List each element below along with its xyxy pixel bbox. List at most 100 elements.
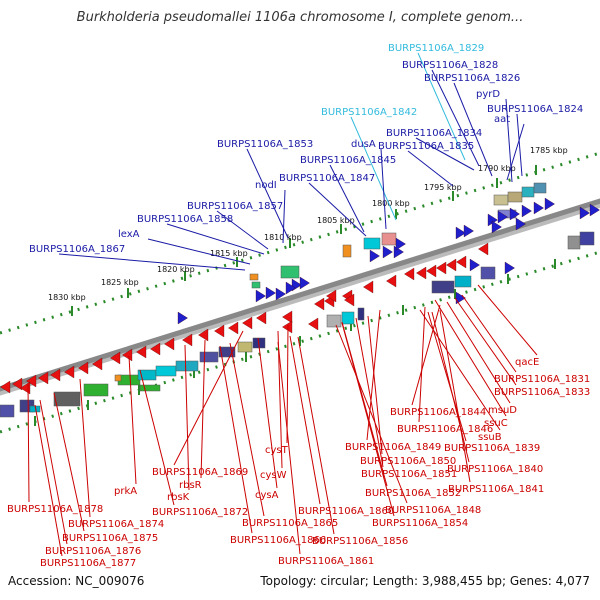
bottom-label-leader (286, 324, 289, 444)
reverse-gene-arrow (256, 311, 267, 325)
bottom-label-leader (446, 301, 511, 404)
bottom-label-leader (335, 324, 408, 504)
bottom-label-leader (477, 284, 538, 356)
forward-gene-arrow (497, 210, 508, 224)
top-label-leader (380, 148, 387, 230)
bottom-label-leader (257, 337, 278, 489)
reverse-gene-arrow (308, 317, 319, 331)
gene-feature-block (480, 266, 496, 280)
top-label-leader (166, 223, 265, 255)
bottom-label-leader (297, 336, 335, 535)
bottom-gene-label: cysW (260, 470, 287, 481)
top-gene-label: BURPS1106A_1845 (300, 155, 396, 166)
gene-feature-block (237, 341, 253, 353)
gene-feature-block (533, 182, 547, 194)
top-gene-label: BURPS1106A_1828 (402, 60, 498, 71)
bottom-label-leader (439, 309, 471, 483)
bottom-gene-label: BURPS1106A_1865 (242, 518, 338, 529)
scale-label: 1795 kbp (424, 183, 462, 192)
top-label-leader (516, 113, 523, 177)
bottom-gene-label: BURPS1106A_1861 (278, 556, 374, 567)
scale-label: 1785 kbp (530, 146, 568, 155)
bottom-gene-label: BURPS1106A_1854 (372, 518, 468, 529)
reverse-gene-arrow (426, 264, 437, 278)
gene-feature-block (431, 280, 455, 294)
reverse-gene-arrow (228, 321, 239, 335)
forward-gene-arrow (589, 203, 600, 217)
bottom-gene-label: BURPS1106A_1840 (447, 464, 543, 475)
scale-label: 1830 kbp (48, 293, 86, 302)
reverse-gene-arrow (282, 320, 293, 334)
bottom-gene-label: prkA (114, 486, 137, 497)
bottom-label-leader (355, 317, 384, 468)
bottom-label-leader (418, 306, 426, 423)
reverse-gene-arrow (64, 365, 75, 379)
gene-feature-block (579, 231, 595, 246)
reverse-gene-arrow (182, 333, 193, 347)
bottom-gene-label: BURPS1106A_1839 (444, 443, 540, 454)
gene-feature-block (326, 314, 342, 328)
gene-feature-block (363, 237, 381, 250)
top-label-leader (246, 148, 289, 239)
forward-gene-arrow (521, 204, 532, 218)
gene-feature-block (249, 273, 259, 281)
bottom-label-leader (434, 299, 507, 417)
bottom-label-leader (184, 344, 190, 491)
gene-feature-block (53, 391, 81, 407)
bottom-label-leader (411, 304, 441, 406)
reverse-gene-arrow (0, 380, 11, 394)
bottom-label-leader (461, 294, 517, 373)
forward-gene-arrow (491, 220, 502, 234)
forward-gene-arrow (504, 261, 515, 275)
forward-gene-arrow (265, 286, 276, 300)
gene-feature-block (83, 383, 109, 397)
reverse-gene-arrow (416, 266, 427, 280)
top-label-leader (417, 52, 466, 161)
gene-feature-block (114, 374, 122, 382)
bottom-gene-label: ssuB (478, 432, 502, 443)
top-gene-label: BURPS1106A_1847 (279, 173, 375, 184)
reverse-gene-arrow (136, 345, 147, 359)
gene-feature-block (0, 404, 15, 418)
bottom-label-leader (454, 297, 517, 386)
bottom-label-leader (200, 339, 206, 479)
gene-feature-block (341, 311, 355, 325)
bottom-gene-label: BURPS1106A_1869 (152, 467, 248, 478)
reverse-gene-arrow (78, 361, 89, 375)
bottom-label-leader (173, 330, 244, 466)
topology-label: Topology: circular; Length: 3,988,455 bp… (260, 574, 590, 588)
reverse-gene-arrow (436, 261, 447, 275)
scale-label: 1805 kbp (317, 216, 355, 225)
top-gene-label: dusA (351, 139, 376, 150)
top-label-leader (415, 137, 475, 171)
forward-gene-arrow (255, 289, 266, 303)
reverse-gene-arrow (242, 316, 253, 330)
bottom-gene-label: cysT (265, 445, 289, 456)
bottom-gene-label: BURPS1106A_1874 (68, 519, 164, 530)
bottom-gene-label: cysA (255, 490, 279, 501)
bottom-gene-label: BURPS1106A_1852 (365, 488, 461, 499)
forward-gene-arrow (177, 311, 188, 325)
gene-feature-block (507, 191, 523, 203)
top-gene-label: BURPS1106A_1835 (378, 141, 474, 152)
top-label-leader (350, 116, 397, 221)
bottom-gene-label: BURPS1106A_1875 (62, 533, 158, 544)
bottom-gene-label: BURPS1106A_1866 (230, 535, 326, 546)
top-label-leader (282, 189, 286, 244)
bottom-label-leader (53, 392, 85, 532)
gene-feature-block (175, 360, 199, 372)
forward-gene-arrow (515, 217, 526, 231)
reverse-gene-arrow (12, 377, 23, 391)
gene-feature-block (199, 351, 219, 363)
forward-gene-arrow (299, 276, 310, 290)
scale-label: 1825 kbp (101, 278, 139, 287)
top-label-leader (506, 123, 525, 181)
top-gene-label: BURPS1106A_1867 (29, 244, 125, 255)
gene-feature-block (493, 194, 509, 206)
map-title: Burkholderia pseudomallei 1106a chromoso… (76, 10, 524, 25)
reverse-gene-arrow (26, 374, 37, 388)
bottom-label-leader (79, 378, 91, 518)
bottom-label-leader (367, 315, 383, 455)
bottom-gene-label: BURPS1106A_1831 (494, 374, 590, 385)
